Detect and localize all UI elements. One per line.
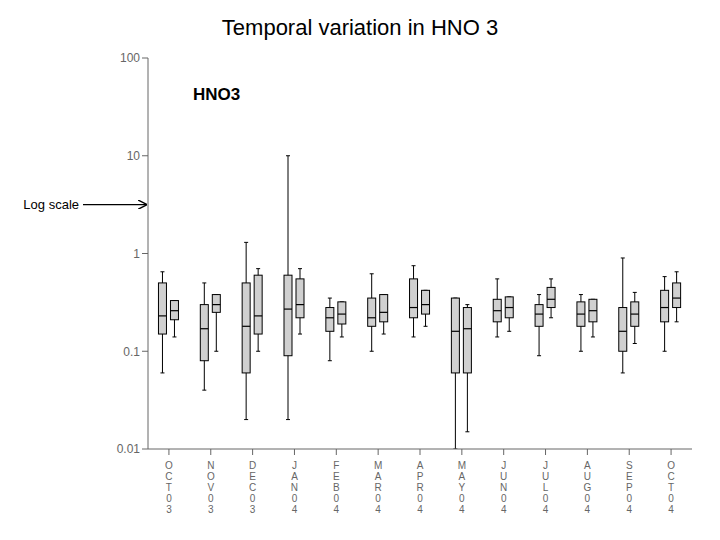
svg-text:JUN04: JUN04: [500, 460, 507, 515]
svg-text:JAN04: JAN04: [291, 460, 298, 515]
svg-text:AUG04: AUG04: [583, 460, 591, 515]
svg-text:0.01: 0.01: [117, 442, 141, 456]
svg-text:MAY04: MAY04: [458, 460, 466, 515]
svg-text:OCT04: OCT04: [667, 460, 675, 515]
svg-text:APR04: APR04: [416, 460, 423, 515]
svg-text:MAR04: MAR04: [374, 460, 382, 515]
svg-text:OCT03: OCT03: [165, 460, 173, 515]
svg-text:FEB04: FEB04: [333, 460, 340, 515]
svg-text:JUL04: JUL04: [542, 460, 549, 515]
svg-text:SEP04: SEP04: [626, 460, 633, 515]
html-text:Temporal variation in HNO 3: Temporal variation in HNO 3: [221, 15, 499, 40]
svg-text:HNO3: HNO3: [193, 85, 240, 104]
svg-text:100: 100: [120, 51, 140, 65]
svg-text:NOV03: NOV03: [207, 460, 215, 515]
svg-text:1: 1: [133, 247, 140, 261]
svg-text:DEC03: DEC03: [249, 460, 256, 515]
svg-text:0.1: 0.1: [123, 345, 140, 359]
svg-text:Log scale: Log scale: [23, 197, 79, 212]
svg-text:10: 10: [127, 149, 141, 163]
